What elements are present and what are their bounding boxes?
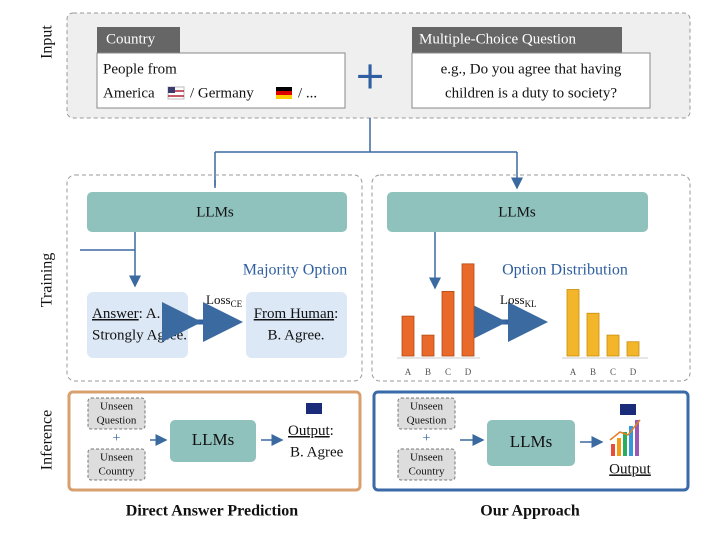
row-label: Inference (39, 410, 56, 470)
text: : A. (139, 306, 161, 322)
input-box (87, 397, 146, 430)
text: Unseen (100, 452, 133, 464)
text: / ... (298, 85, 317, 101)
caption: Majority Option (243, 262, 347, 279)
bar-label: A (570, 367, 577, 377)
text: Unseen (410, 401, 443, 413)
plus: + (423, 431, 431, 446)
text: Answer (92, 306, 139, 322)
bar (566, 289, 580, 357)
text: / Germany (190, 85, 254, 101)
input-box (397, 448, 456, 481)
loss: LossKL (500, 292, 537, 309)
connector (214, 118, 518, 186)
caption: Our Approach (480, 503, 580, 520)
text: Loss (500, 292, 525, 307)
text: children is a duty to society? (445, 85, 617, 101)
text: e.g., Do you agree that having (441, 61, 622, 77)
text: Question (97, 415, 137, 427)
text: Answer: A. (92, 306, 160, 322)
llm-text: LLMs (498, 204, 536, 220)
human-box (246, 292, 347, 358)
training-panel (66, 174, 363, 382)
text: Country (98, 466, 135, 478)
header-text: Country (106, 31, 156, 47)
llm-box (487, 420, 575, 466)
header (97, 27, 180, 53)
llm-box (87, 192, 347, 232)
text: People from (103, 61, 177, 77)
bar (421, 334, 435, 357)
flag (306, 403, 322, 414)
text: Output: (288, 423, 334, 439)
country-box (96, 52, 346, 109)
text: CE (231, 299, 243, 309)
flag (620, 404, 636, 415)
plus: + (354, 54, 386, 98)
bar-label: B (425, 367, 431, 377)
text: Strongly Agree. (92, 327, 187, 343)
text: Output (288, 423, 331, 439)
header-text: Multiple-Choice Question (419, 31, 577, 47)
llm-text: LLMs (510, 432, 553, 451)
text: B. Agree (290, 444, 344, 460)
flag (168, 87, 175, 93)
bar-label: D (465, 367, 472, 377)
question-box (411, 52, 651, 109)
text: Question (407, 415, 447, 427)
loss: LossCE (206, 292, 243, 309)
text: KL (525, 299, 537, 309)
caption: Direct Answer Prediction (126, 503, 299, 520)
llm-text: LLMs (192, 430, 235, 449)
bar-label: A (405, 367, 412, 377)
text: Output (609, 461, 652, 477)
bar (401, 315, 415, 357)
bar-label: B (590, 367, 596, 377)
bar (441, 290, 455, 357)
training-panel (371, 174, 691, 382)
input-box (397, 397, 456, 430)
text: America (103, 85, 155, 101)
bar-label: C (610, 367, 616, 377)
text: : (330, 423, 334, 439)
row-label: Input (39, 25, 56, 59)
input-box (87, 448, 146, 481)
text: B. Agree. (267, 327, 324, 343)
bar (626, 341, 640, 357)
answer-box (87, 292, 188, 358)
row-label: Training (39, 253, 56, 308)
plus: + (113, 431, 121, 446)
text: Country (408, 466, 445, 478)
text: : (334, 306, 338, 322)
llm-box (387, 192, 648, 232)
text: From Human: (254, 306, 339, 322)
bar-label: D (630, 367, 637, 377)
bar-label: C (445, 367, 451, 377)
chart-icon (609, 419, 641, 456)
bar (586, 312, 600, 357)
llm-box (170, 420, 256, 462)
bar (461, 263, 475, 357)
text: Loss (206, 292, 231, 307)
text: Unseen (100, 401, 133, 413)
text: From Human (254, 306, 335, 322)
bar (606, 334, 620, 357)
caption: Option Distribution (502, 262, 628, 279)
text: Unseen (410, 452, 443, 464)
header (412, 27, 622, 53)
llm-text: LLMs (196, 204, 234, 220)
